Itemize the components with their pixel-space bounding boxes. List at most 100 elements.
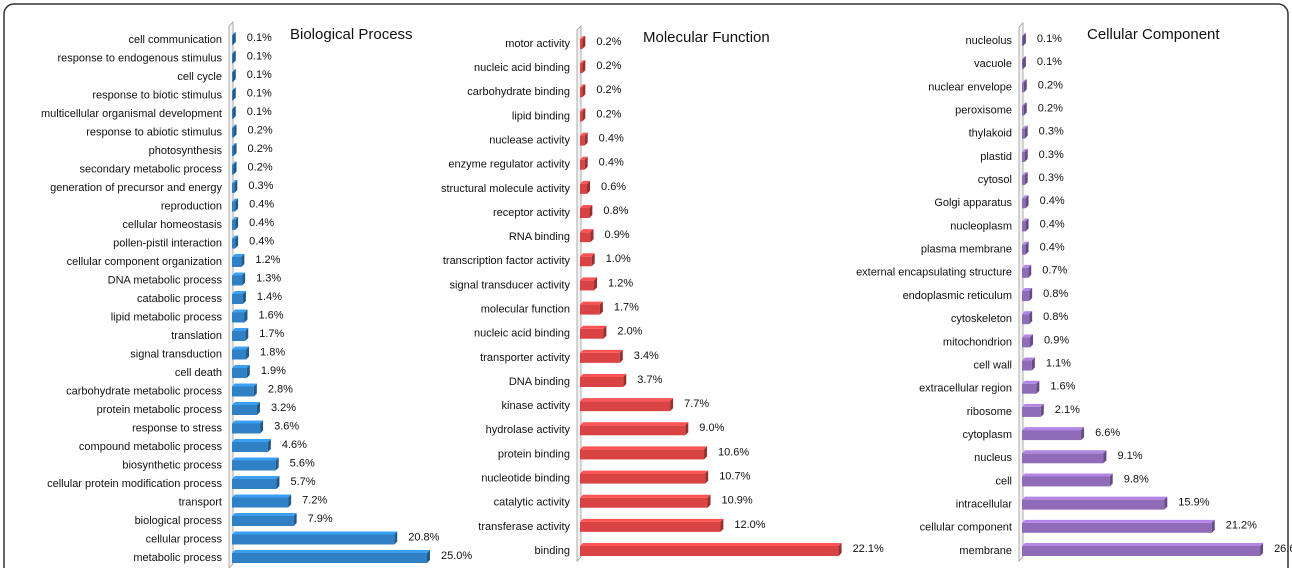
bar-top [1022, 195, 1029, 199]
bar-end [1023, 102, 1027, 116]
bar-end [589, 205, 593, 218]
value-label: 9.1% [1117, 450, 1142, 462]
category-label: translation [171, 330, 222, 342]
bar [580, 111, 583, 122]
category-label: cytoskeleton [951, 313, 1012, 325]
bar-top [232, 328, 249, 331]
bar-top [1022, 56, 1026, 60]
bar-top [1022, 102, 1027, 106]
bar-top [232, 309, 248, 313]
value-label: 0.2% [596, 60, 621, 72]
category-label: cytosol [978, 174, 1012, 186]
category-label: nucleus [974, 452, 1012, 464]
bar-top [580, 325, 607, 329]
chart-title: Molecular Function [643, 29, 770, 46]
category-label: metabolic process [133, 552, 222, 564]
bar [232, 312, 245, 323]
bar [580, 183, 588, 194]
bar-end [1023, 79, 1027, 93]
value-label: 12.0% [734, 519, 765, 531]
category-label: biological process [135, 515, 223, 527]
category-label: vacuole [974, 58, 1012, 70]
bar [1022, 128, 1025, 139]
bar [1022, 291, 1030, 301]
value-label: 1.3% [256, 272, 281, 284]
bar-end [1031, 357, 1035, 371]
bar-end [1211, 519, 1215, 533]
bar-end [582, 60, 586, 74]
bar [580, 521, 721, 532]
value-label: 25.0% [441, 550, 472, 562]
bar-end [232, 106, 236, 119]
category-label: cytoplasm [962, 429, 1012, 441]
bar-top [232, 180, 238, 183]
bar-top [1022, 427, 1085, 431]
bar-end [244, 309, 248, 323]
value-label: 0.2% [248, 143, 273, 155]
frame [3, 3, 1289, 568]
bar-end [232, 69, 236, 82]
bar-end [275, 457, 279, 471]
chart-title: Cellular Component [1087, 26, 1220, 43]
bar [580, 304, 600, 315]
bar-top [1022, 543, 1264, 546]
category-label: cell wall [973, 359, 1012, 371]
bar [580, 449, 705, 460]
bar [580, 352, 620, 363]
value-label: 0.4% [599, 132, 624, 144]
bar [232, 460, 276, 471]
category-label: lipid binding [512, 110, 570, 122]
bar [1022, 36, 1023, 46]
value-label: 1.9% [261, 365, 286, 377]
value-label: 0.4% [1040, 195, 1065, 207]
value-label: 1.2% [255, 254, 280, 266]
bar-top [232, 513, 297, 516]
bar-end [705, 470, 709, 484]
category-label: nucleic acid binding [474, 328, 570, 340]
bar-end [582, 84, 586, 98]
bar [232, 534, 395, 545]
bar-top [1022, 264, 1032, 268]
bar-top [580, 422, 689, 426]
category-label: receptor activity [493, 207, 571, 219]
bar-end [1022, 33, 1026, 46]
bar-end [619, 349, 623, 363]
value-label: 1.6% [1050, 381, 1075, 393]
bar-top [580, 494, 711, 498]
bar-end [1030, 334, 1034, 348]
bar [232, 405, 257, 415]
category-label: compound metabolic process [79, 441, 223, 453]
bar [1022, 499, 1165, 510]
bar-top [232, 457, 279, 461]
bar-top [580, 132, 588, 136]
category-label: reproduction [161, 200, 222, 212]
category-label: secondary metabolic process [80, 163, 223, 175]
bar-end [1024, 172, 1028, 186]
value-label: 0.3% [1039, 126, 1064, 138]
bar [232, 109, 233, 119]
category-label: DNA binding [509, 376, 570, 388]
bar-end [623, 374, 627, 387]
category-label: enzyme regulator activity [448, 159, 570, 171]
category-label: nuclease activity [489, 134, 570, 146]
bar [580, 401, 671, 412]
category-label: binding [535, 545, 570, 557]
category-label: response to stress [132, 422, 222, 434]
bar-end [233, 161, 237, 175]
bar [232, 90, 233, 101]
bar-top [580, 349, 623, 353]
bar-end [232, 32, 236, 45]
category-label: carbohydrate binding [467, 86, 570, 98]
bar-end [670, 398, 674, 412]
bar-top [1022, 357, 1035, 361]
category-label: generation of precursor and energy [50, 182, 222, 194]
bar-top [232, 420, 264, 424]
bar-end [276, 476, 280, 489]
bar-top [580, 156, 588, 160]
value-label: 7.2% [302, 494, 327, 506]
bar-end [590, 229, 594, 243]
chart-title: Biological Process [290, 26, 413, 43]
bar-end [235, 198, 239, 212]
value-label: 9.0% [699, 422, 724, 434]
value-label: 0.1% [247, 69, 272, 81]
